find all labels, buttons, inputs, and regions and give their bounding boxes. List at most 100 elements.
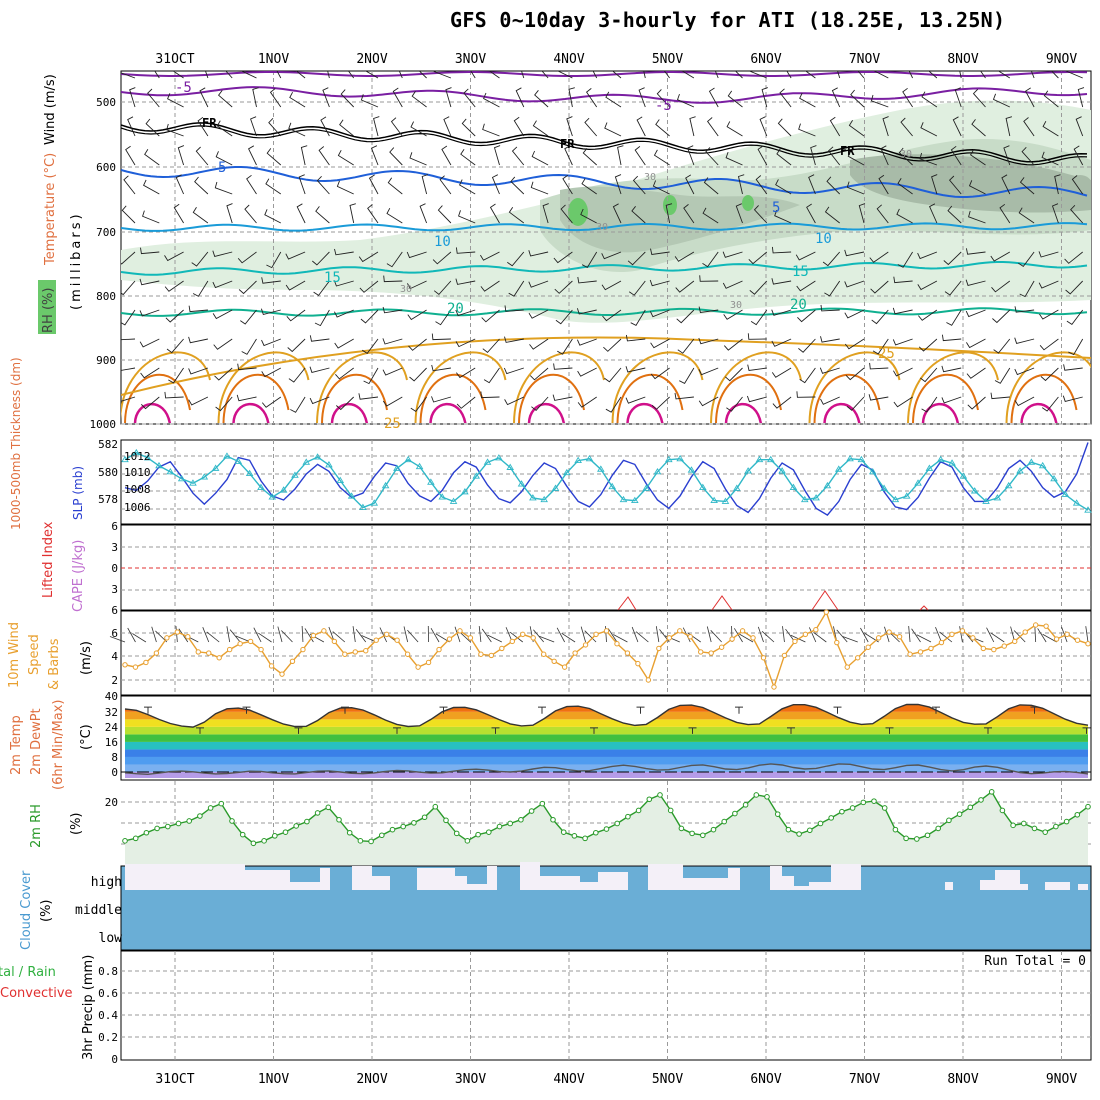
wind-barb bbox=[971, 119, 986, 137]
wind-barb bbox=[360, 309, 379, 324]
cloud-ylabel: Cloud Cover bbox=[19, 870, 34, 950]
cloud-clear-block bbox=[487, 866, 497, 890]
wind-barb bbox=[1039, 338, 1059, 351]
wind-barb bbox=[727, 90, 743, 108]
rh2m-point bbox=[1010, 822, 1016, 829]
wind10m-barb bbox=[253, 627, 262, 643]
wind-barb bbox=[265, 178, 282, 195]
wind-barb bbox=[309, 396, 330, 405]
wind-barb bbox=[965, 279, 986, 286]
wind-barb bbox=[869, 362, 889, 370]
wind10m-point bbox=[645, 677, 652, 683]
temp2m-lines bbox=[121, 703, 1091, 776]
wind-barb bbox=[503, 367, 524, 375]
rh2m-point bbox=[860, 799, 867, 806]
slp-point bbox=[223, 452, 231, 459]
li-tick: 0 bbox=[111, 562, 118, 575]
wind-barb bbox=[333, 309, 354, 318]
wind-barb bbox=[564, 145, 573, 166]
wind-barb bbox=[504, 336, 524, 343]
wind-barb bbox=[992, 309, 1011, 324]
rh2m-point bbox=[849, 805, 856, 811]
wind-barb bbox=[1068, 338, 1084, 356]
wind10m-point bbox=[771, 684, 777, 690]
wind-barb bbox=[824, 206, 840, 224]
wind-barb bbox=[966, 338, 986, 349]
rh2m-point bbox=[218, 800, 225, 807]
wind-barb bbox=[747, 333, 767, 340]
thickness-grid bbox=[121, 440, 1091, 524]
temp-band bbox=[125, 719, 1088, 727]
cloud-clear-block bbox=[782, 876, 794, 890]
wind-barb bbox=[167, 93, 184, 108]
thickness-slp-panel: 582 580 578 1012 1010 1008 1006 1000-500… bbox=[9, 357, 1092, 530]
wind-barb bbox=[1042, 120, 1059, 137]
wind-barb bbox=[216, 120, 233, 137]
wind-barb bbox=[897, 178, 913, 195]
wind10m-barb bbox=[990, 632, 1005, 643]
wind-barb bbox=[212, 309, 233, 320]
wind-barb bbox=[552, 394, 573, 401]
wind-barb bbox=[361, 338, 379, 355]
pressure-tick: 1000 bbox=[90, 418, 117, 431]
wind-barb bbox=[1075, 116, 1084, 137]
rh2m-point bbox=[689, 830, 695, 837]
wind-barb bbox=[638, 87, 646, 108]
cloud-clear-block bbox=[980, 880, 995, 890]
wind-barb bbox=[1066, 309, 1084, 326]
temp-tick: 24 bbox=[105, 721, 119, 734]
lifted-index-trace bbox=[617, 590, 929, 611]
wind-barb bbox=[990, 392, 1010, 400]
temp-max-bar bbox=[538, 706, 546, 714]
wind-barb bbox=[735, 203, 743, 224]
wind-barb bbox=[504, 305, 524, 312]
wind-barb bbox=[1070, 204, 1084, 224]
contour-label-5: 5 bbox=[772, 200, 780, 216]
wind-barb bbox=[455, 309, 476, 317]
date-label: 9NOV bbox=[1046, 52, 1077, 67]
wind10m-point bbox=[677, 628, 683, 634]
temperature-contour-35 bbox=[527, 402, 566, 423]
wind-barb bbox=[287, 338, 306, 353]
wind-barb bbox=[121, 367, 136, 371]
wind-barb bbox=[121, 309, 136, 326]
temperature-contour-30 bbox=[616, 373, 684, 423]
pressure-tick: 700 bbox=[96, 226, 116, 239]
slp-point bbox=[517, 480, 526, 487]
wind-barb bbox=[725, 367, 743, 382]
wind-barb bbox=[140, 367, 160, 379]
wind-barb bbox=[431, 364, 451, 372]
wind10m-point bbox=[823, 609, 830, 615]
rh2m-point bbox=[593, 829, 599, 836]
wind-barb bbox=[918, 309, 938, 321]
wind-barb bbox=[725, 151, 743, 166]
rh2m-point bbox=[1074, 811, 1081, 818]
slp-point bbox=[404, 455, 413, 463]
wind-barb bbox=[819, 367, 840, 374]
cloud-clear-block bbox=[1020, 884, 1028, 890]
rh2m-point bbox=[518, 816, 524, 823]
wind-barb bbox=[649, 309, 670, 318]
slp-point bbox=[370, 499, 379, 506]
wind-barb bbox=[418, 71, 427, 79]
slp-point bbox=[857, 455, 866, 463]
wind-barb bbox=[771, 309, 792, 316]
rh2m-point bbox=[400, 823, 407, 830]
wind-barb bbox=[383, 275, 403, 283]
wind10m-point bbox=[258, 646, 264, 653]
cloud-clear-block bbox=[794, 886, 809, 890]
temp-tick: 8 bbox=[111, 751, 118, 764]
wind10m-point bbox=[467, 635, 474, 641]
wind10m-point bbox=[551, 658, 557, 664]
temperature-contour-30 bbox=[1010, 373, 1078, 423]
wind-barb bbox=[1077, 87, 1085, 108]
wind10m-point bbox=[446, 636, 453, 642]
rh2m-point bbox=[914, 836, 920, 842]
wind-barb bbox=[948, 175, 962, 195]
temp-band bbox=[125, 764, 1088, 772]
wind10m-barb bbox=[539, 635, 555, 643]
temperature-contour-35 bbox=[823, 402, 861, 423]
wind-barb bbox=[386, 207, 403, 224]
cloud-clear-block bbox=[417, 868, 455, 890]
temp-band bbox=[125, 772, 1088, 778]
